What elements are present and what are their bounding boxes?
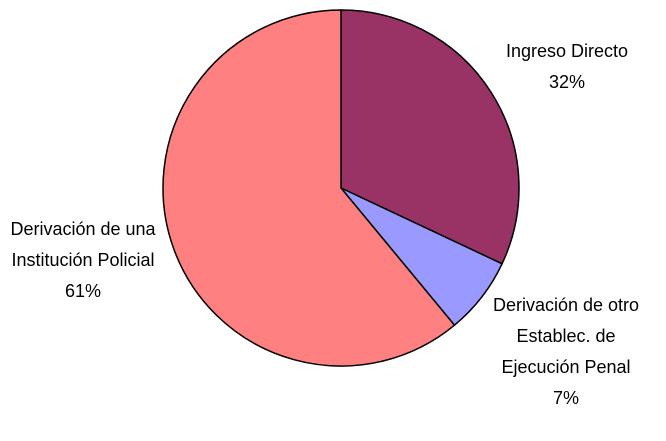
- slice-label: Derivación de otro Establec. de Ejecució…: [491, 290, 641, 414]
- value-label: 7%: [552, 388, 579, 408]
- pie-slice: [340, 9, 520, 265]
- slice-label: Derivación de una Institución Policial 61…: [8, 214, 158, 307]
- category-label: Derivación de una Institución Policial: [10, 219, 156, 270]
- pie-slice: [162, 9, 456, 367]
- category-label: Ingreso Directo: [505, 41, 629, 61]
- slice-label: Ingreso Directo 32%: [492, 36, 642, 98]
- value-label: 32%: [548, 72, 586, 92]
- category-label: Derivación de otro Establec. de Ejecució…: [492, 295, 640, 377]
- value-label: 61%: [64, 281, 102, 301]
